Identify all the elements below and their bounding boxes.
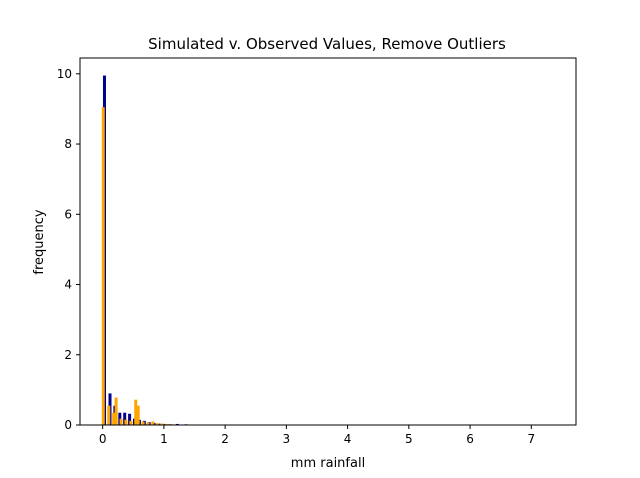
chart-title: Simulated v. Observed Values, Remove Out… — [148, 35, 506, 53]
bar-series-1-6 — [129, 420, 133, 425]
bar-series-0-4 — [123, 412, 127, 425]
x-tick-label-3: 3 — [283, 432, 291, 446]
y-tick-label-5: 10 — [57, 67, 72, 81]
y-axis-label: frequency — [32, 209, 47, 275]
y-tick-label-1: 2 — [64, 348, 72, 362]
bar-series-1-0 — [101, 107, 105, 426]
bars-layer — [101, 75, 188, 426]
x-tick-label-6: 6 — [466, 432, 474, 446]
x-tick-label-4: 4 — [344, 432, 352, 446]
bar-series-1-12 — [156, 423, 160, 425]
bar-series-1-11 — [151, 421, 155, 425]
bar-series-1-8 — [136, 405, 140, 425]
y-tick-label-2: 4 — [64, 278, 72, 292]
x-tick-label-0: 0 — [99, 432, 107, 446]
bar-series-1-2 — [112, 412, 116, 425]
bar-series-1-10 — [146, 422, 150, 425]
bar-series-1-7 — [134, 399, 138, 425]
y-tick-label-0: 0 — [64, 418, 72, 432]
bar-series-1-3 — [114, 397, 118, 425]
bar-series-1-9 — [141, 421, 145, 425]
y-tick-label-4: 8 — [64, 137, 72, 151]
bar-series-1-14 — [166, 423, 170, 425]
bar-series-0-5 — [128, 413, 132, 425]
y-tick-label-3: 6 — [64, 207, 72, 221]
x-axis-label: mm rainfall — [291, 456, 365, 471]
x-tick-label-2: 2 — [221, 432, 229, 446]
bar-series-1-5 — [124, 419, 128, 425]
plot-frame — [79, 57, 577, 426]
bar-series-0-14 — [175, 423, 179, 425]
bar-series-1-4 — [119, 418, 123, 425]
x-axis-ticks: 0 1 2 3 4 5 6 7 — [99, 425, 535, 446]
bar-series-1-1 — [107, 405, 111, 425]
x-tick-label-1: 1 — [160, 432, 168, 446]
bar-series-1-13 — [161, 423, 165, 425]
x-tick-label-5: 5 — [405, 432, 413, 446]
x-tick-label-7: 7 — [527, 432, 535, 446]
y-axis-ticks: 0 2 4 6 8 10 — [57, 67, 80, 432]
